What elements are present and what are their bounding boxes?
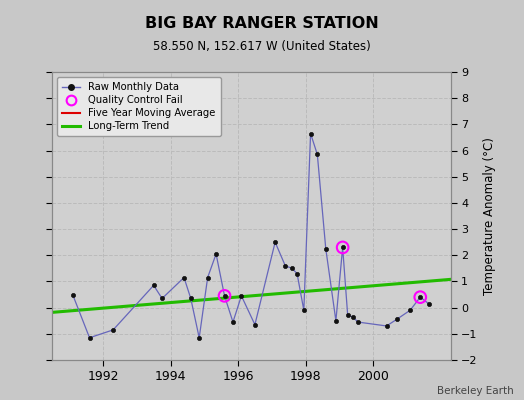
Point	[416, 294, 424, 300]
Text: BIG BAY RANGER STATION: BIG BAY RANGER STATION	[145, 16, 379, 31]
Point	[339, 244, 347, 251]
Text: Berkeley Earth: Berkeley Earth	[437, 386, 514, 396]
Legend: Raw Monthly Data, Quality Control Fail, Five Year Moving Average, Long-Term Tren: Raw Monthly Data, Quality Control Fail, …	[58, 77, 221, 136]
Y-axis label: Temperature Anomaly (°C): Temperature Anomaly (°C)	[483, 137, 496, 295]
Text: 58.550 N, 152.617 W (United States): 58.550 N, 152.617 W (United States)	[153, 40, 371, 53]
Point	[220, 293, 228, 299]
